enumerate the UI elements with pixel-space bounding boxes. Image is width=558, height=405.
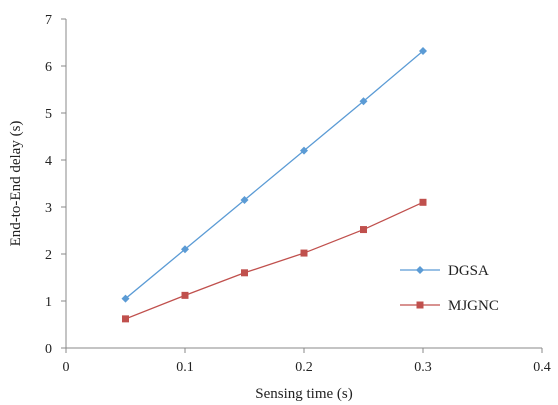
data-point — [300, 146, 308, 155]
legend-label-mjgnc: MJGNC — [448, 298, 499, 314]
y-tick-label: 0 — [45, 342, 52, 357]
x-tick-label: 0 — [63, 360, 70, 375]
data-point — [122, 315, 129, 323]
legend-marker-dgsa — [416, 266, 424, 274]
data-point — [419, 46, 427, 55]
legend-item-mjgnc: MJGNC — [400, 298, 499, 314]
legend-label-dgsa: DGSA — [448, 263, 489, 279]
y-tick-label: 3 — [45, 201, 52, 216]
data-point — [300, 249, 308, 257]
data-point — [181, 291, 189, 299]
series-mjgnc — [122, 198, 427, 323]
y-tick-label: 4 — [45, 154, 52, 169]
y-axis-ticks: 0 1 2 3 4 5 6 7 — [45, 13, 66, 357]
legend-item-dgsa: DGSA — [400, 263, 489, 279]
x-tick-label: 0.4 — [533, 360, 551, 375]
data-point — [181, 245, 189, 254]
x-tick-label: 0.3 — [414, 360, 432, 375]
y-tick-label: 1 — [45, 295, 52, 310]
x-tick-label: 0.2 — [295, 360, 313, 375]
series-dgsa — [121, 46, 427, 303]
legend-marker-mjgnc — [416, 301, 424, 309]
data-point — [359, 97, 368, 106]
data-point — [121, 294, 130, 303]
x-axis-title: Sensing time (s) — [255, 386, 353, 402]
x-tick-label: 0.1 — [176, 360, 194, 375]
series-line — [125, 201, 424, 320]
y-tick-label: 7 — [45, 13, 52, 28]
series-line — [125, 50, 424, 300]
legend: DGSA MJGNC — [400, 263, 499, 314]
series-layer — [121, 46, 427, 323]
y-tick-label: 2 — [45, 248, 52, 263]
data-point — [419, 198, 427, 206]
y-tick-label: 5 — [45, 107, 52, 122]
y-axis-title: End-to-End delay (s) — [8, 121, 24, 247]
x-axis-ticks: 0 0.1 0.2 0.3 0.4 — [63, 348, 551, 375]
data-point — [360, 226, 367, 234]
y-tick-label: 6 — [45, 60, 52, 75]
data-point — [241, 269, 248, 277]
data-point — [240, 195, 249, 204]
